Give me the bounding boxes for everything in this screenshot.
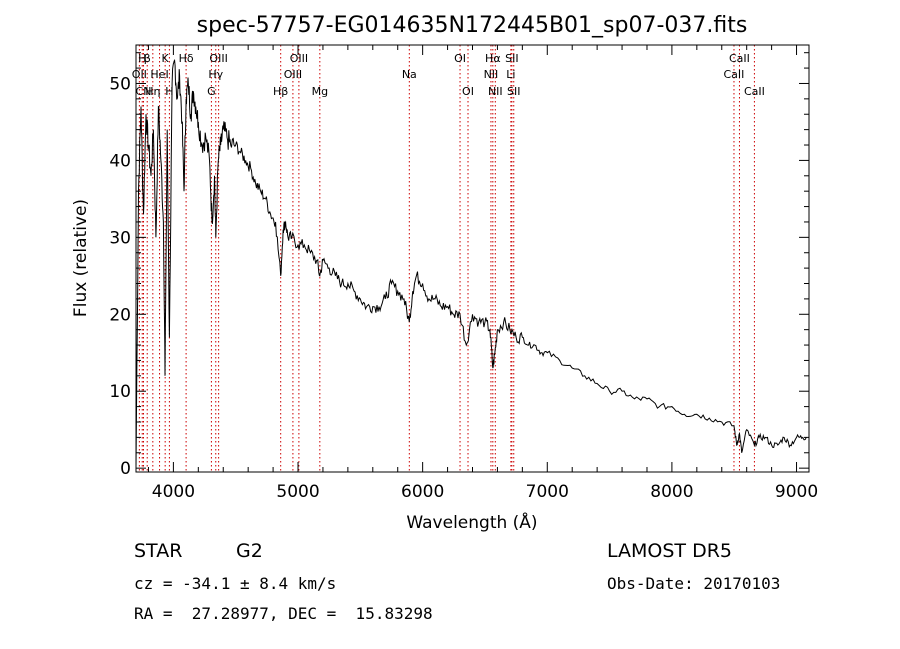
line-label: OIII	[284, 68, 302, 81]
spectrum-line	[135, 58, 807, 469]
spectrum-series	[135, 58, 807, 469]
line-label: SII	[505, 52, 518, 65]
y-tick-label: 0	[120, 459, 131, 479]
x-tick-label: 4000	[152, 482, 195, 502]
y-tick-label: 30	[109, 228, 131, 248]
line-label: Hγ	[208, 68, 223, 81]
line-label: OI	[462, 85, 474, 98]
line-label: H	[165, 85, 173, 98]
line-label: H	[138, 52, 146, 65]
coordinates: RA = 27.28977, DEC = 15.83298	[134, 604, 433, 623]
x-axis-label: Wavelength (Å)	[406, 511, 537, 533]
line-label: Hη	[145, 85, 160, 98]
y-tick-label: 40	[109, 151, 131, 171]
line-label: G	[207, 85, 216, 98]
line-label: Na	[402, 68, 417, 81]
line-label: SII	[507, 85, 520, 98]
chart-title: spec-57757-EG014635N172445B01_sp07-037.f…	[197, 13, 748, 38]
object-subclass: G2	[236, 540, 263, 562]
x-tick-label: 7000	[526, 482, 569, 502]
y-tick-label: 10	[109, 382, 131, 402]
y-tick-label: 50	[109, 74, 131, 94]
line-label: Hα	[485, 52, 501, 65]
line-label: CaII	[729, 52, 750, 65]
spectral-line-markers	[138, 45, 755, 472]
line-label: Mg	[312, 85, 328, 98]
survey-name: LAMOST DR5	[607, 540, 732, 562]
line-label: Li	[506, 68, 515, 81]
line-label: OI	[454, 52, 466, 65]
y-tick-label: 20	[109, 305, 131, 325]
y-axis: 0 10 20 30 40 50	[109, 52, 809, 479]
line-label: CaII	[744, 85, 765, 98]
x-tick-label: 6000	[401, 482, 444, 502]
line-label: CN	[136, 85, 152, 98]
line-label: NII	[484, 68, 499, 81]
line-label: CaII	[724, 68, 745, 81]
line-label: OII	[132, 68, 147, 81]
object-class: STAR	[134, 540, 183, 562]
line-label: OIII	[290, 52, 308, 65]
line-label: Hδ	[179, 52, 194, 65]
plot-frame	[135, 44, 810, 473]
x-tick-label: 8000	[650, 482, 693, 502]
line-label: β	[144, 52, 151, 65]
line-label: HeI	[150, 68, 168, 81]
line-label: OIII	[209, 52, 227, 65]
x-tick-label: 5000	[276, 482, 319, 502]
x-axis: 4000 5000 6000 7000 8000 9000	[147, 45, 818, 502]
y-axis-label: Flux (relative)	[71, 199, 91, 317]
line-label: Hβ	[273, 85, 288, 98]
obs-date: Obs-Date: 20170103	[607, 574, 781, 593]
line-label: K	[162, 52, 170, 65]
x-tick-label: 9000	[775, 482, 818, 502]
line-label: NII	[488, 85, 503, 98]
redshift-value: cz = -34.1 ± 8.4 km/s	[134, 574, 337, 593]
